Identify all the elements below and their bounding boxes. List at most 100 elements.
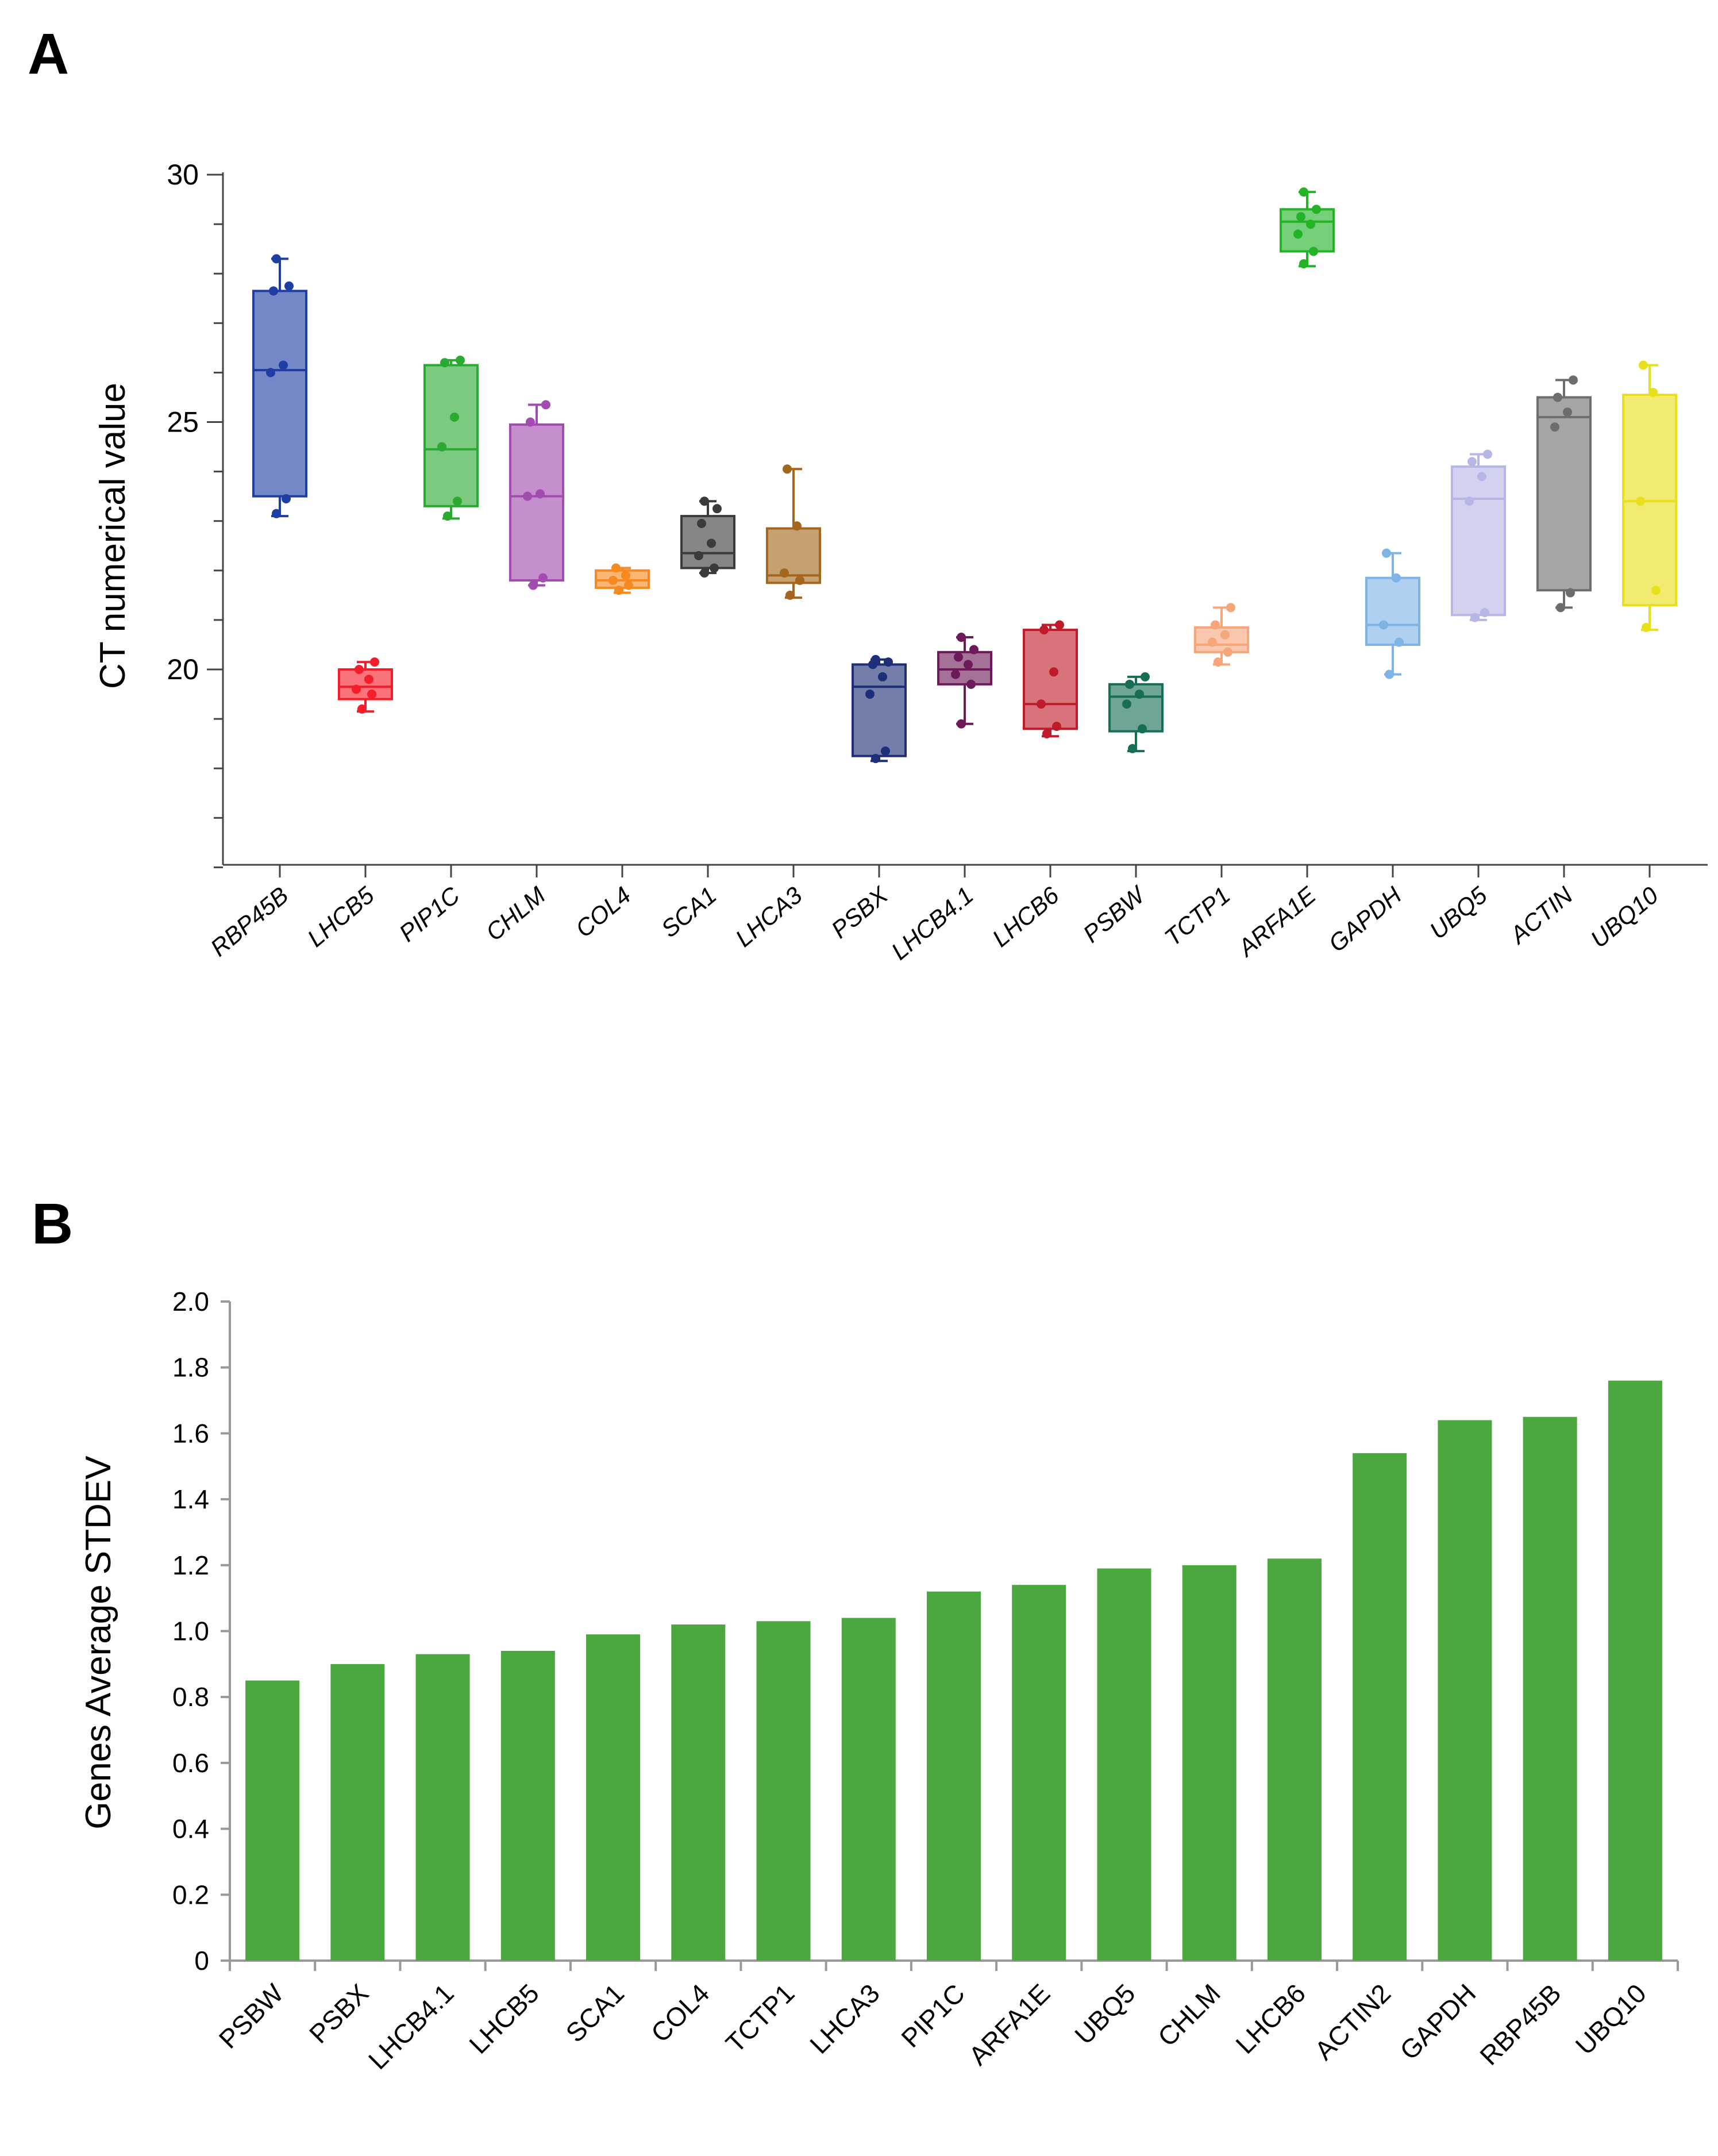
data-point	[541, 400, 550, 410]
y-tick-label: 0.4	[172, 1814, 209, 1844]
data-point	[1395, 637, 1404, 647]
data-point	[1296, 212, 1305, 222]
data-point	[1651, 586, 1661, 595]
data-point	[795, 576, 804, 586]
panel-label-b: B	[32, 1192, 73, 1256]
y-axis-title: CT numerical value	[93, 383, 133, 689]
box-iqr	[680, 515, 735, 569]
x-tick-label: LHCB5	[463, 1978, 545, 2059]
boxplot-chart: 20 25 30 CT numerical value RBP45B LHCB5 PIP1C…	[93, 159, 1708, 965]
data-point	[1299, 187, 1308, 197]
data-point	[964, 660, 973, 669]
x-tick-label: PSBX	[303, 1978, 375, 2049]
bar	[1353, 1453, 1407, 1961]
data-point	[1208, 637, 1217, 647]
bar	[1608, 1380, 1662, 1961]
data-point	[1483, 449, 1492, 459]
y-tick-label: 0.2	[172, 1880, 209, 1909]
data-point	[529, 580, 538, 590]
data-point	[1382, 548, 1391, 558]
data-point	[1467, 457, 1477, 467]
x-tick-label: LHCA3	[730, 881, 807, 952]
data-point	[954, 652, 963, 662]
box-iqr	[338, 668, 393, 700]
data-point	[1556, 603, 1565, 613]
x-tick-label: TCTP1	[1160, 881, 1235, 952]
x-tick-label: PSBW	[213, 1978, 290, 2054]
data-point	[1636, 496, 1645, 506]
data-point	[608, 576, 618, 586]
x-tick-label: LHCB4.1	[363, 1978, 460, 2075]
data-point	[1141, 672, 1150, 682]
x-tick-label: GAPDH	[1394, 1978, 1481, 2065]
box-iqr	[509, 423, 564, 582]
y-tick-label: 1.4	[172, 1484, 209, 1514]
x-tick-label: PIP1C	[895, 1978, 970, 2053]
x-tick-label: PSBW	[1078, 880, 1151, 948]
data-point	[700, 496, 709, 506]
bar	[586, 1634, 641, 1961]
x-tick-label: PIP1C	[394, 881, 465, 946]
box-iqr	[1536, 396, 1592, 592]
data-point	[1306, 220, 1315, 229]
data-point	[783, 464, 792, 474]
data-point	[1128, 744, 1137, 753]
x-tick-label: ARFA1E	[963, 1978, 1056, 2071]
y-tick-label: 0	[194, 1946, 209, 1976]
data-point	[357, 704, 367, 714]
box-iqr	[766, 527, 821, 584]
data-point	[969, 645, 979, 654]
data-point	[710, 563, 719, 573]
bar	[1267, 1558, 1322, 1961]
x-tick-label: LHCB4.1	[886, 881, 979, 965]
data-point	[1563, 407, 1572, 417]
data-point	[1385, 669, 1394, 679]
data-point	[700, 568, 709, 578]
data-point	[272, 509, 281, 518]
data-point	[1477, 472, 1486, 482]
data-point	[526, 417, 535, 427]
data-point	[352, 684, 361, 694]
data-point	[1309, 247, 1318, 256]
bar	[756, 1621, 811, 1961]
box-iqr	[1194, 626, 1249, 653]
data-point	[269, 286, 278, 296]
data-point	[792, 521, 802, 531]
data-point	[1049, 667, 1058, 677]
x-tick-label: UBQ5	[1424, 881, 1492, 944]
box-iqr	[1365, 576, 1420, 646]
bar	[500, 1650, 555, 1961]
x-tick-label: PSBX	[826, 881, 894, 944]
data-point	[1553, 392, 1562, 402]
data-point	[453, 496, 462, 506]
data-point	[966, 679, 976, 689]
box-iqr	[937, 650, 992, 686]
y-tick-label: 1.0	[172, 1616, 209, 1646]
data-point	[1648, 387, 1658, 397]
data-point	[367, 690, 376, 699]
data-point	[1299, 259, 1308, 268]
data-point	[1550, 422, 1559, 432]
data-point	[284, 281, 294, 291]
data-point	[871, 654, 880, 664]
data-point	[1566, 588, 1575, 598]
data-point	[624, 580, 633, 590]
panel-label-a: A	[28, 22, 69, 86]
y-tick-label: 30	[167, 159, 199, 191]
y-tick-label: 20	[167, 653, 199, 686]
data-point	[1135, 690, 1144, 699]
data-point	[1042, 729, 1051, 738]
x-tick-label: LHCB5	[302, 881, 379, 952]
data-point	[878, 672, 887, 682]
y-tick-label: 0.6	[172, 1748, 209, 1778]
x-tick-label: TCTP1	[720, 1978, 800, 2058]
data-point	[523, 491, 532, 501]
y-tick-label: 1.2	[172, 1550, 209, 1580]
x-tick-label: UBQ10	[1585, 881, 1663, 953]
data-point	[355, 665, 364, 674]
data-point	[785, 590, 795, 600]
data-point	[272, 254, 281, 264]
data-point	[1223, 647, 1232, 657]
x-tick-label: RBP45B	[1474, 1978, 1567, 2071]
